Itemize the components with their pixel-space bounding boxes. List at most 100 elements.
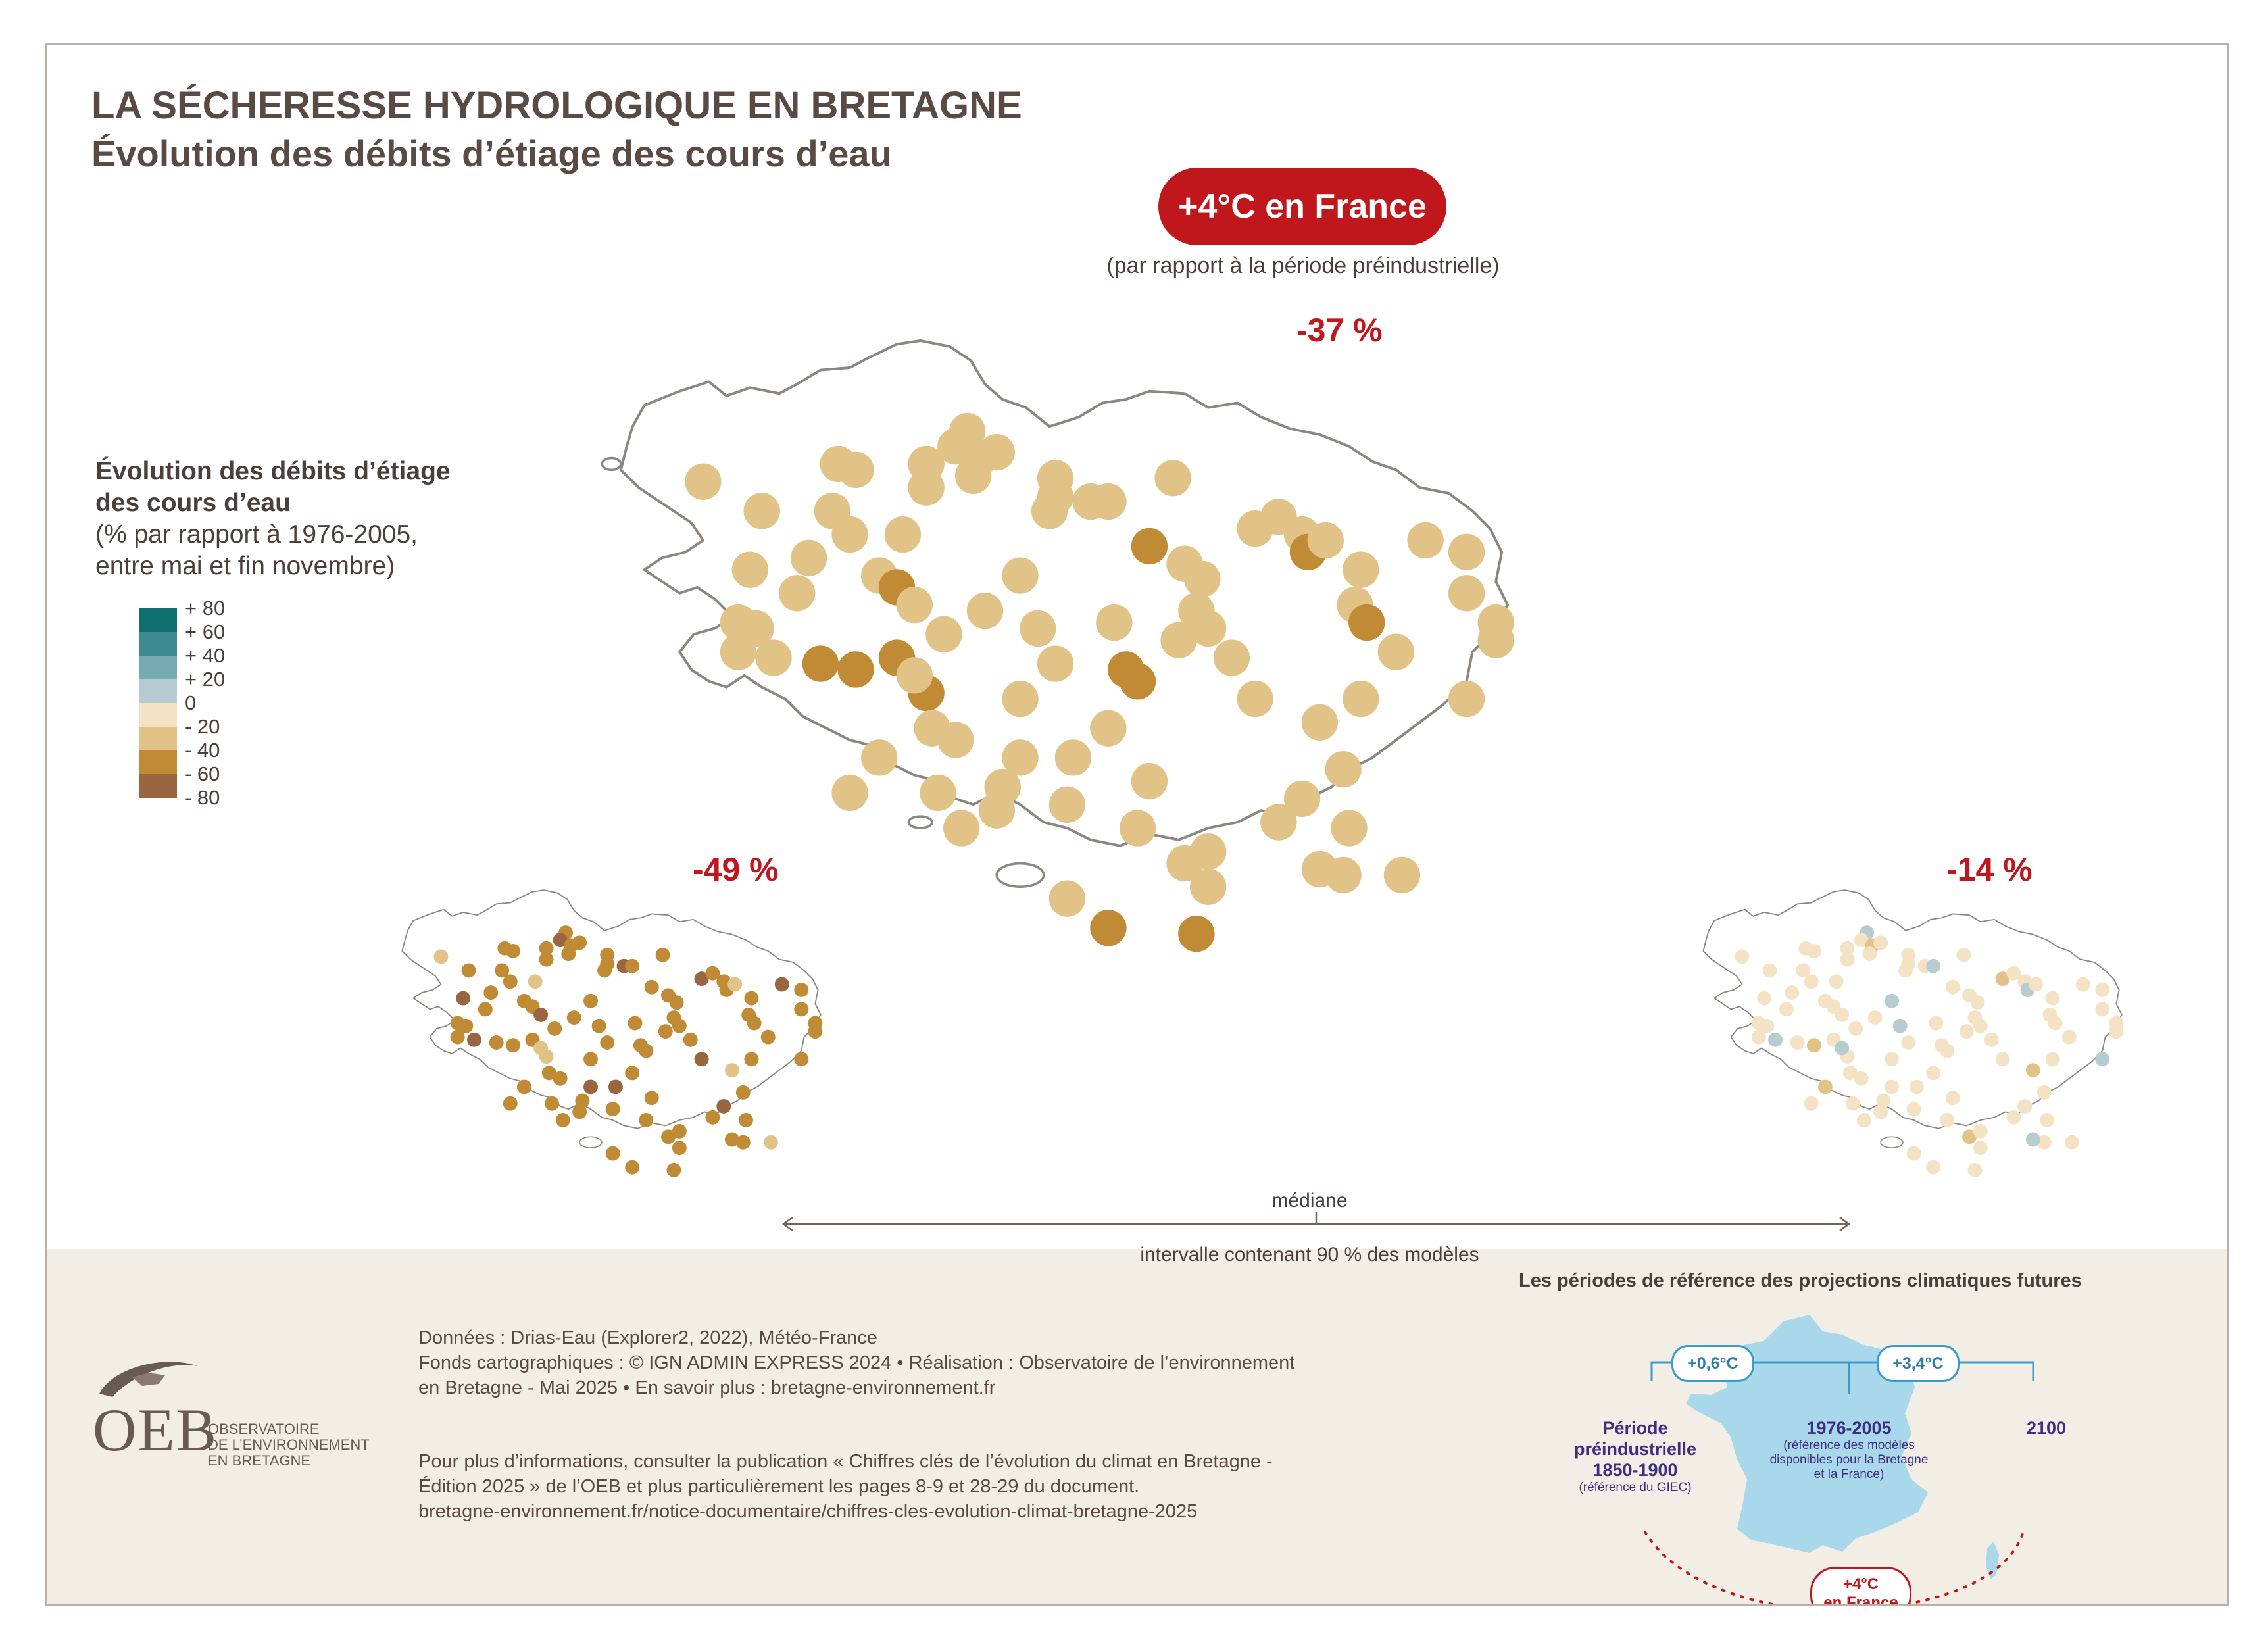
dots-median-group <box>685 412 1514 952</box>
station-dot <box>1751 1029 1766 1045</box>
poster-frame: LA SÉCHERESSE HYDROLOGIQUE EN BRETAGNE É… <box>45 43 2229 1606</box>
station-dot <box>1119 663 1156 700</box>
station-dot <box>666 1162 681 1177</box>
station-dot <box>1873 1104 1888 1119</box>
legend-tick-minus-20: - 20 <box>185 715 220 738</box>
station-dot <box>483 985 499 1000</box>
pill-plus-3-4: +3,4°C <box>1877 1345 1960 1382</box>
station-dot <box>763 1135 778 1150</box>
station-dot <box>1178 916 1215 952</box>
station-dot <box>808 1024 823 1039</box>
station-dot <box>506 943 520 958</box>
station-dot <box>1940 1113 1955 1127</box>
station-dot <box>600 1035 615 1050</box>
station-dot <box>1926 958 1941 973</box>
station-dot <box>575 1093 590 1108</box>
station-dot <box>744 991 759 1006</box>
station-dot <box>561 946 576 962</box>
station-dot <box>1840 952 1855 967</box>
station-dot <box>566 1010 581 1025</box>
station-dot <box>1283 780 1321 818</box>
station-dot <box>861 739 898 776</box>
station-dot <box>831 774 868 812</box>
station-dot <box>1973 1141 1988 1156</box>
station-dot <box>533 1007 549 1022</box>
station-dot <box>1807 943 1821 958</box>
station-dot <box>1768 1032 1783 1047</box>
station-dot <box>794 982 809 997</box>
station-dot <box>1779 1002 1794 1017</box>
station-dot <box>1301 704 1339 741</box>
four-degree-line-1: +4°C <box>1842 1575 1879 1593</box>
station-dot <box>1383 856 1421 894</box>
reference-note-1: (référence des modèles <box>1783 1438 1915 1452</box>
station-dot <box>1048 786 1086 823</box>
legend-title: Évolution des débits d’étiage des cours … <box>95 456 451 582</box>
station-dot <box>2017 1098 2033 1114</box>
station-dot <box>744 1052 759 1067</box>
low-value: -49 % <box>693 851 779 888</box>
legend-tick-zero: 0 <box>185 691 197 714</box>
timeline-bracket <box>1650 1361 2034 1381</box>
station-dot <box>1984 1032 1999 1047</box>
station-dot <box>533 1041 549 1056</box>
station-dot <box>760 1029 776 1045</box>
station-dot <box>1090 483 1127 520</box>
legend-tick-minus-80: - 80 <box>185 786 220 809</box>
legend-swatch-2 <box>139 632 177 656</box>
station-dot <box>2109 1024 2124 1039</box>
station-dot <box>1785 985 1800 1000</box>
station-dot <box>694 971 709 987</box>
pill-plus-0-6: +0,6°C <box>1671 1345 1754 1382</box>
station-dot <box>1906 1102 1921 1117</box>
station-dot <box>739 1113 753 1127</box>
station-dot <box>2025 1132 2040 1147</box>
station-dot <box>572 1104 587 1119</box>
station-dot <box>779 575 816 612</box>
station-dot <box>1131 762 1168 800</box>
station-dot <box>503 974 518 989</box>
interval-label: intervalle contenant 90 % des modèles <box>1140 1244 1479 1266</box>
station-dot <box>747 1016 762 1031</box>
station-dot <box>1867 1010 1883 1025</box>
station-dot <box>1840 941 1855 956</box>
station-dot <box>1995 1052 2010 1067</box>
credits-line-3: en Bretagne - Mai 2025 • En savoir plus … <box>418 1377 996 1398</box>
station-dot <box>1804 1096 1819 1111</box>
station-dot <box>583 1079 598 1094</box>
station-dot <box>1940 1043 1955 1058</box>
station-dot <box>583 1052 598 1067</box>
station-dot <box>1407 522 1444 559</box>
station-dot <box>1885 1079 1899 1094</box>
station-dot <box>685 463 722 500</box>
station-dot <box>920 774 956 812</box>
preindustrial-line-1: Période <box>1602 1418 1668 1438</box>
station-dot <box>1002 739 1039 776</box>
station-dot <box>1119 810 1156 847</box>
station-dot <box>1307 522 1344 559</box>
station-dot <box>1054 739 1092 776</box>
logo-line-2: DE L’ENVIRONNEMENT <box>208 1437 370 1453</box>
reference-label: 1976-2005 <box>1806 1418 1892 1438</box>
station-dot <box>1477 622 1514 658</box>
station-dot <box>1929 1016 1944 1031</box>
station-dot <box>672 1123 687 1139</box>
scenario-badge: +4°C en France <box>1158 168 1446 245</box>
station-dot <box>1862 946 1877 962</box>
station-dot <box>1131 528 1168 565</box>
station-dot <box>937 722 974 758</box>
station-dot <box>884 516 922 553</box>
station-dot <box>925 616 962 653</box>
station-dot <box>2095 1002 2110 1017</box>
legend-swatch-5 <box>139 703 177 727</box>
logo-line-1: OBSERVATOIRE <box>208 1421 320 1437</box>
map-high-bound <box>1702 889 2124 1177</box>
station-dot <box>1945 1091 1960 1106</box>
station-dot <box>672 1141 687 1156</box>
station-dot <box>1762 963 1777 978</box>
station-dot <box>555 1113 570 1127</box>
station-dot <box>1901 956 1916 971</box>
legend-subtitle-line-2: entre mai et fin novembre) <box>95 552 395 580</box>
station-dot <box>2040 1113 2054 1127</box>
station-dot <box>2029 977 2044 992</box>
